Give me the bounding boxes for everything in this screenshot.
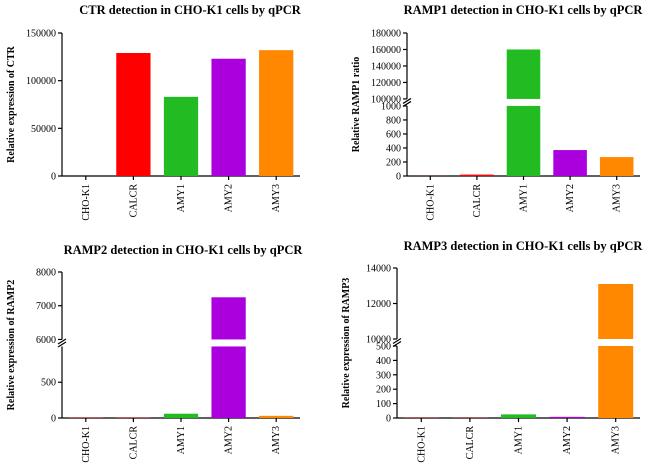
x-tick-label: AMY2 (565, 184, 576, 212)
bar (163, 413, 199, 418)
x-tick-label: AMY3 (612, 184, 623, 212)
y-tick-label: 100000 (26, 76, 56, 87)
x-tick-label: CALCR (128, 184, 139, 218)
y-tick-label: 500 (376, 342, 391, 353)
bar (506, 49, 541, 99)
y-tick-label: 400 (386, 143, 401, 154)
y-tick-label: 500 (41, 378, 56, 389)
y-tick-label: 600 (386, 129, 401, 140)
y-tick-label: 160000 (371, 45, 401, 56)
x-tick-label: AMY2 (224, 426, 235, 454)
y-tick-label: 100 (376, 399, 391, 410)
bar (211, 297, 246, 340)
x-tick-label: AMY1 (176, 184, 187, 212)
x-tick-label: AMY2 (562, 426, 573, 454)
y-tick-label: 0 (386, 414, 391, 425)
x-tick-label: CHO-K1 (81, 426, 92, 463)
chart-title: RAMP3 detection in CHO-K1 cells by qPCR (404, 239, 644, 253)
y-tick-label: 800 (386, 115, 401, 126)
y-axis-label: Relative expression of CTR (6, 45, 17, 163)
y-tick-label: 180000 (371, 29, 401, 40)
y-tick-label: 10000 (366, 335, 391, 346)
x-tick-label: AMY3 (271, 426, 282, 454)
bar (553, 150, 587, 176)
y-tick-label: 140000 (371, 61, 401, 72)
x-tick-label: CHO-K1 (81, 184, 92, 221)
y-tick-label: 6000 (36, 335, 56, 346)
bar (116, 53, 151, 176)
y-tick-label: 150000 (26, 29, 56, 40)
bar (501, 414, 536, 418)
bar (211, 346, 246, 418)
bar (211, 58, 246, 176)
y-tick-label: 7000 (36, 301, 56, 312)
x-tick-label: AMY1 (176, 426, 187, 454)
y-tick-label: 0 (396, 172, 401, 183)
x-tick-label: CALCR (472, 184, 483, 218)
y-tick-label: 0 (51, 414, 56, 425)
bar (598, 346, 634, 418)
bar (460, 174, 494, 176)
y-tick-label: 120000 (371, 78, 401, 89)
x-tick-label: AMY3 (271, 184, 282, 212)
x-tick-label: CALCR (128, 426, 139, 460)
bar (598, 283, 634, 339)
y-tick-label: 8000 (36, 268, 56, 279)
y-axis-label: Relative expression of RAMP2 (6, 280, 17, 411)
x-tick-label: AMY1 (514, 426, 525, 454)
axis-break (392, 337, 402, 345)
axis-break (402, 100, 412, 107)
chart-title: CTR detection in CHO-K1 cells by qPCR (79, 3, 301, 17)
axis-break (57, 341, 67, 348)
y-tick-label: 100000 (371, 94, 401, 105)
y-tick-label: 0 (51, 172, 56, 183)
chart-title: RAMP1 detection in CHO-K1 cells by qPCR (404, 3, 644, 17)
y-tick-label: 200 (386, 157, 401, 168)
bar (259, 50, 294, 176)
y-tick-label: 50000 (31, 124, 56, 135)
y-tick-label: 300 (376, 370, 391, 381)
bar (599, 157, 634, 176)
bar (163, 96, 199, 176)
x-tick-label: CALCR (465, 426, 476, 460)
bar (259, 415, 294, 418)
x-tick-label: AMY3 (611, 426, 622, 454)
y-tick-label: 400 (376, 356, 391, 367)
y-axis-label: Relative RAMP1 ratio (351, 57, 362, 153)
axis-break (57, 338, 67, 345)
y-tick-label: 14000 (366, 264, 391, 275)
y-tick-label: 12000 (366, 299, 391, 310)
bar (506, 105, 541, 176)
y-axis-label: Relative expression of RAMP3 (341, 278, 352, 409)
x-tick-label: AMY2 (224, 184, 235, 212)
y-tick-label: 200 (376, 385, 391, 396)
x-tick-label: AMY1 (519, 184, 530, 212)
y-tick-label: 1000 (381, 101, 401, 112)
axis-break (402, 97, 412, 104)
chart-title: RAMP2 detection in CHO-K1 cells by qPCR (64, 243, 304, 257)
axis-break (392, 340, 402, 348)
x-tick-label: CHO-K1 (425, 184, 436, 221)
bar (549, 416, 585, 418)
x-tick-label: CHO-K1 (416, 426, 427, 463)
